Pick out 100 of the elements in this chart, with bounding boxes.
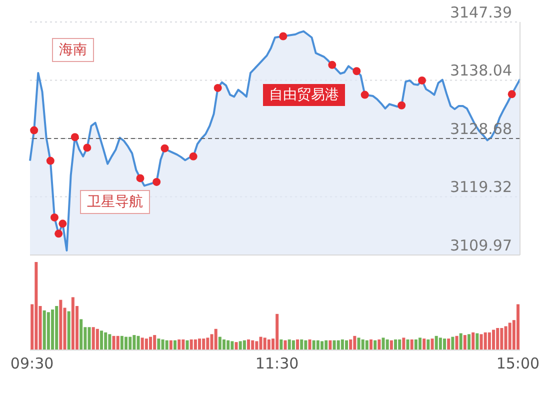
bar <box>402 338 406 350</box>
bar <box>340 339 344 350</box>
bar <box>500 328 504 350</box>
x-tick-label: 11:30 <box>255 354 299 373</box>
bar <box>410 339 414 350</box>
y-tick-label: 3138.04 <box>450 62 512 80</box>
bar <box>320 341 324 350</box>
bar <box>124 336 128 350</box>
bar <box>378 339 381 350</box>
bar <box>242 340 246 350</box>
bar <box>508 322 512 350</box>
bar <box>390 340 393 350</box>
bar <box>230 341 234 350</box>
bar <box>418 338 422 350</box>
bar <box>116 336 120 350</box>
bar <box>476 333 479 350</box>
bar <box>370 339 373 350</box>
bar <box>190 339 193 350</box>
bar <box>112 336 116 350</box>
bar <box>104 332 108 350</box>
bar <box>34 262 38 350</box>
bar <box>67 311 70 350</box>
bar <box>153 335 156 350</box>
bar <box>96 328 99 350</box>
bar <box>386 339 389 350</box>
bar <box>308 339 312 350</box>
bar <box>300 339 304 350</box>
bar <box>234 342 238 350</box>
annotation: 海南 <box>52 38 94 62</box>
bar <box>178 339 181 350</box>
annotation: 自由贸易港 <box>263 84 345 106</box>
bar <box>430 338 434 350</box>
bar <box>174 340 177 350</box>
y-tick-label: 3147.39 <box>450 3 512 22</box>
bar <box>194 339 197 350</box>
bar <box>226 340 230 350</box>
bar <box>51 310 54 350</box>
bar <box>434 336 438 350</box>
bar <box>46 312 50 350</box>
bar <box>157 338 160 350</box>
bar <box>59 300 62 350</box>
bar <box>357 338 360 350</box>
bar <box>374 340 377 350</box>
bar <box>516 304 520 350</box>
bar <box>55 306 58 350</box>
bar <box>100 330 104 350</box>
x-tick-label: 09:30 <box>10 354 54 373</box>
bar <box>336 340 340 350</box>
bar <box>492 330 496 350</box>
bar <box>406 339 410 350</box>
bar <box>426 339 430 350</box>
bar <box>280 339 283 350</box>
bar <box>292 340 295 350</box>
bar <box>92 327 95 350</box>
bar <box>447 338 450 350</box>
bar <box>247 339 250 350</box>
bar <box>484 332 487 350</box>
bar <box>459 333 462 350</box>
bar <box>255 341 258 350</box>
bar <box>161 339 164 350</box>
bar <box>304 340 308 350</box>
x-tick-label: 15:00 <box>496 354 540 373</box>
bar <box>438 338 442 350</box>
bar <box>361 339 364 350</box>
bar <box>488 332 491 350</box>
bar <box>120 336 124 350</box>
bar <box>202 338 206 350</box>
bar <box>443 338 446 350</box>
bar <box>222 339 226 350</box>
bar <box>312 340 316 350</box>
bar <box>365 340 368 350</box>
bar <box>80 319 83 350</box>
bar <box>214 328 218 350</box>
bar <box>468 334 471 350</box>
bar <box>328 340 332 350</box>
bar <box>182 339 185 350</box>
bar <box>382 338 385 350</box>
bar <box>345 340 348 350</box>
bar <box>132 335 136 350</box>
bar <box>165 340 168 350</box>
bar <box>276 314 279 350</box>
bar <box>394 339 398 350</box>
bar <box>136 336 140 350</box>
bar <box>332 340 336 350</box>
bar <box>296 339 300 350</box>
bar <box>108 334 112 350</box>
annotation: 卫星导航 <box>80 190 150 214</box>
bar <box>288 339 291 350</box>
bar <box>451 336 454 350</box>
bar <box>455 336 458 350</box>
bar <box>88 327 91 350</box>
bar <box>263 338 266 350</box>
bar <box>414 339 418 350</box>
bar <box>324 340 328 350</box>
y-tick-label: 3119.32 <box>450 178 512 196</box>
bar <box>259 336 262 350</box>
bar <box>149 336 152 350</box>
bar <box>422 338 426 350</box>
bar <box>128 336 132 350</box>
bar <box>316 340 320 350</box>
